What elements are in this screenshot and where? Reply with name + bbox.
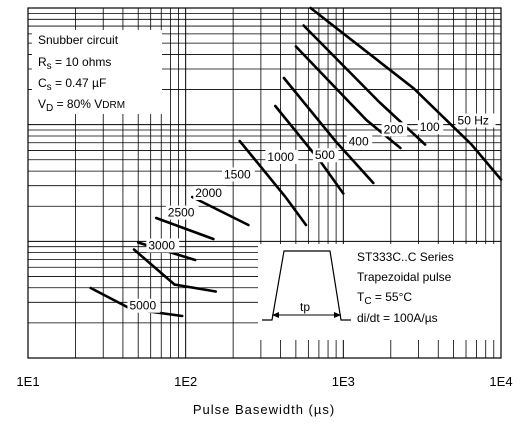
pulse-type: Trapezoidal pulse — [357, 270, 452, 284]
conditions-box: Snubber circuit Rs = 10 ohms Cs = 0.47 µ… — [32, 30, 162, 114]
frequency-curves — [89, 6, 503, 318]
x-axis-label: Pulse Basewidth (µs) — [193, 402, 335, 417]
x-tick-label: 1E3 — [332, 374, 355, 389]
tp-arrow-right-icon — [334, 312, 341, 318]
x-tick-label: 1E1 — [16, 374, 39, 389]
trapezoid-pulse-icon — [262, 250, 351, 321]
di-dt-condition: di/dt = 100A/µs — [357, 311, 438, 325]
condition-cs: Cs = 0.47 µF — [38, 76, 106, 93]
curve-1000 — [238, 139, 308, 227]
series-name: ST333C..C Series — [357, 250, 454, 264]
curve-400 — [282, 76, 375, 185]
curve-label-5000: 5000 — [129, 299, 156, 313]
tp-arrow-left-icon — [272, 312, 279, 318]
tp-label: tp — [300, 300, 310, 314]
curve-2000 — [154, 216, 215, 241]
curve-label-bg — [455, 113, 496, 128]
condition-title: Snubber circuit — [38, 33, 119, 47]
curve-label-1000: 1000 — [267, 150, 294, 164]
curve-label-bg — [165, 205, 199, 220]
curve-label-bg — [417, 120, 444, 135]
pulse-info-box: tp ST333C..C Series Trapezoidal pulse TC… — [258, 244, 502, 340]
curve-label-1500: 1500 — [224, 167, 251, 181]
curve-50-hz — [309, 6, 503, 181]
curve-label-bg — [221, 167, 255, 182]
curve-label-bg — [127, 298, 161, 313]
curve-label-bg — [381, 122, 408, 137]
curve-label-500: 500 — [315, 148, 335, 162]
curve-label-bg — [346, 134, 373, 149]
curve-1500 — [190, 195, 250, 227]
curve-label-400: 400 — [349, 135, 369, 149]
curve-label-200: 200 — [384, 122, 404, 136]
condition-vd: VD = 80% VDRM — [38, 97, 125, 114]
x-tick-label: 1E2 — [174, 374, 197, 389]
curve-100 — [302, 24, 427, 146]
curve-label-bg — [312, 148, 339, 163]
pulse-info-box-bg — [258, 244, 502, 340]
conditions-box-bg — [32, 30, 162, 114]
case-temperature: TC = 55°C — [357, 290, 412, 307]
curve-label-100: 100 — [420, 120, 440, 134]
curve-label-2500: 2500 — [168, 206, 195, 220]
curve-label-3000: 3000 — [148, 239, 175, 253]
curve-label-bg — [265, 149, 299, 164]
curve-label-50-hz: 50 Hz — [458, 114, 489, 128]
plot-frame — [27, 7, 502, 359]
curve-label-bg — [146, 238, 180, 253]
x-axis-ticks: 1E1 1E2 1E3 1E4 — [16, 374, 512, 389]
curve-label-bg — [193, 186, 227, 200]
x-tick-label: 1E4 — [489, 374, 512, 389]
condition-rs: Rs = 10 ohms — [38, 55, 111, 72]
curve-3000 — [132, 248, 217, 293]
curve-label-2000: 2000 — [195, 186, 222, 200]
curve-200 — [294, 45, 402, 150]
